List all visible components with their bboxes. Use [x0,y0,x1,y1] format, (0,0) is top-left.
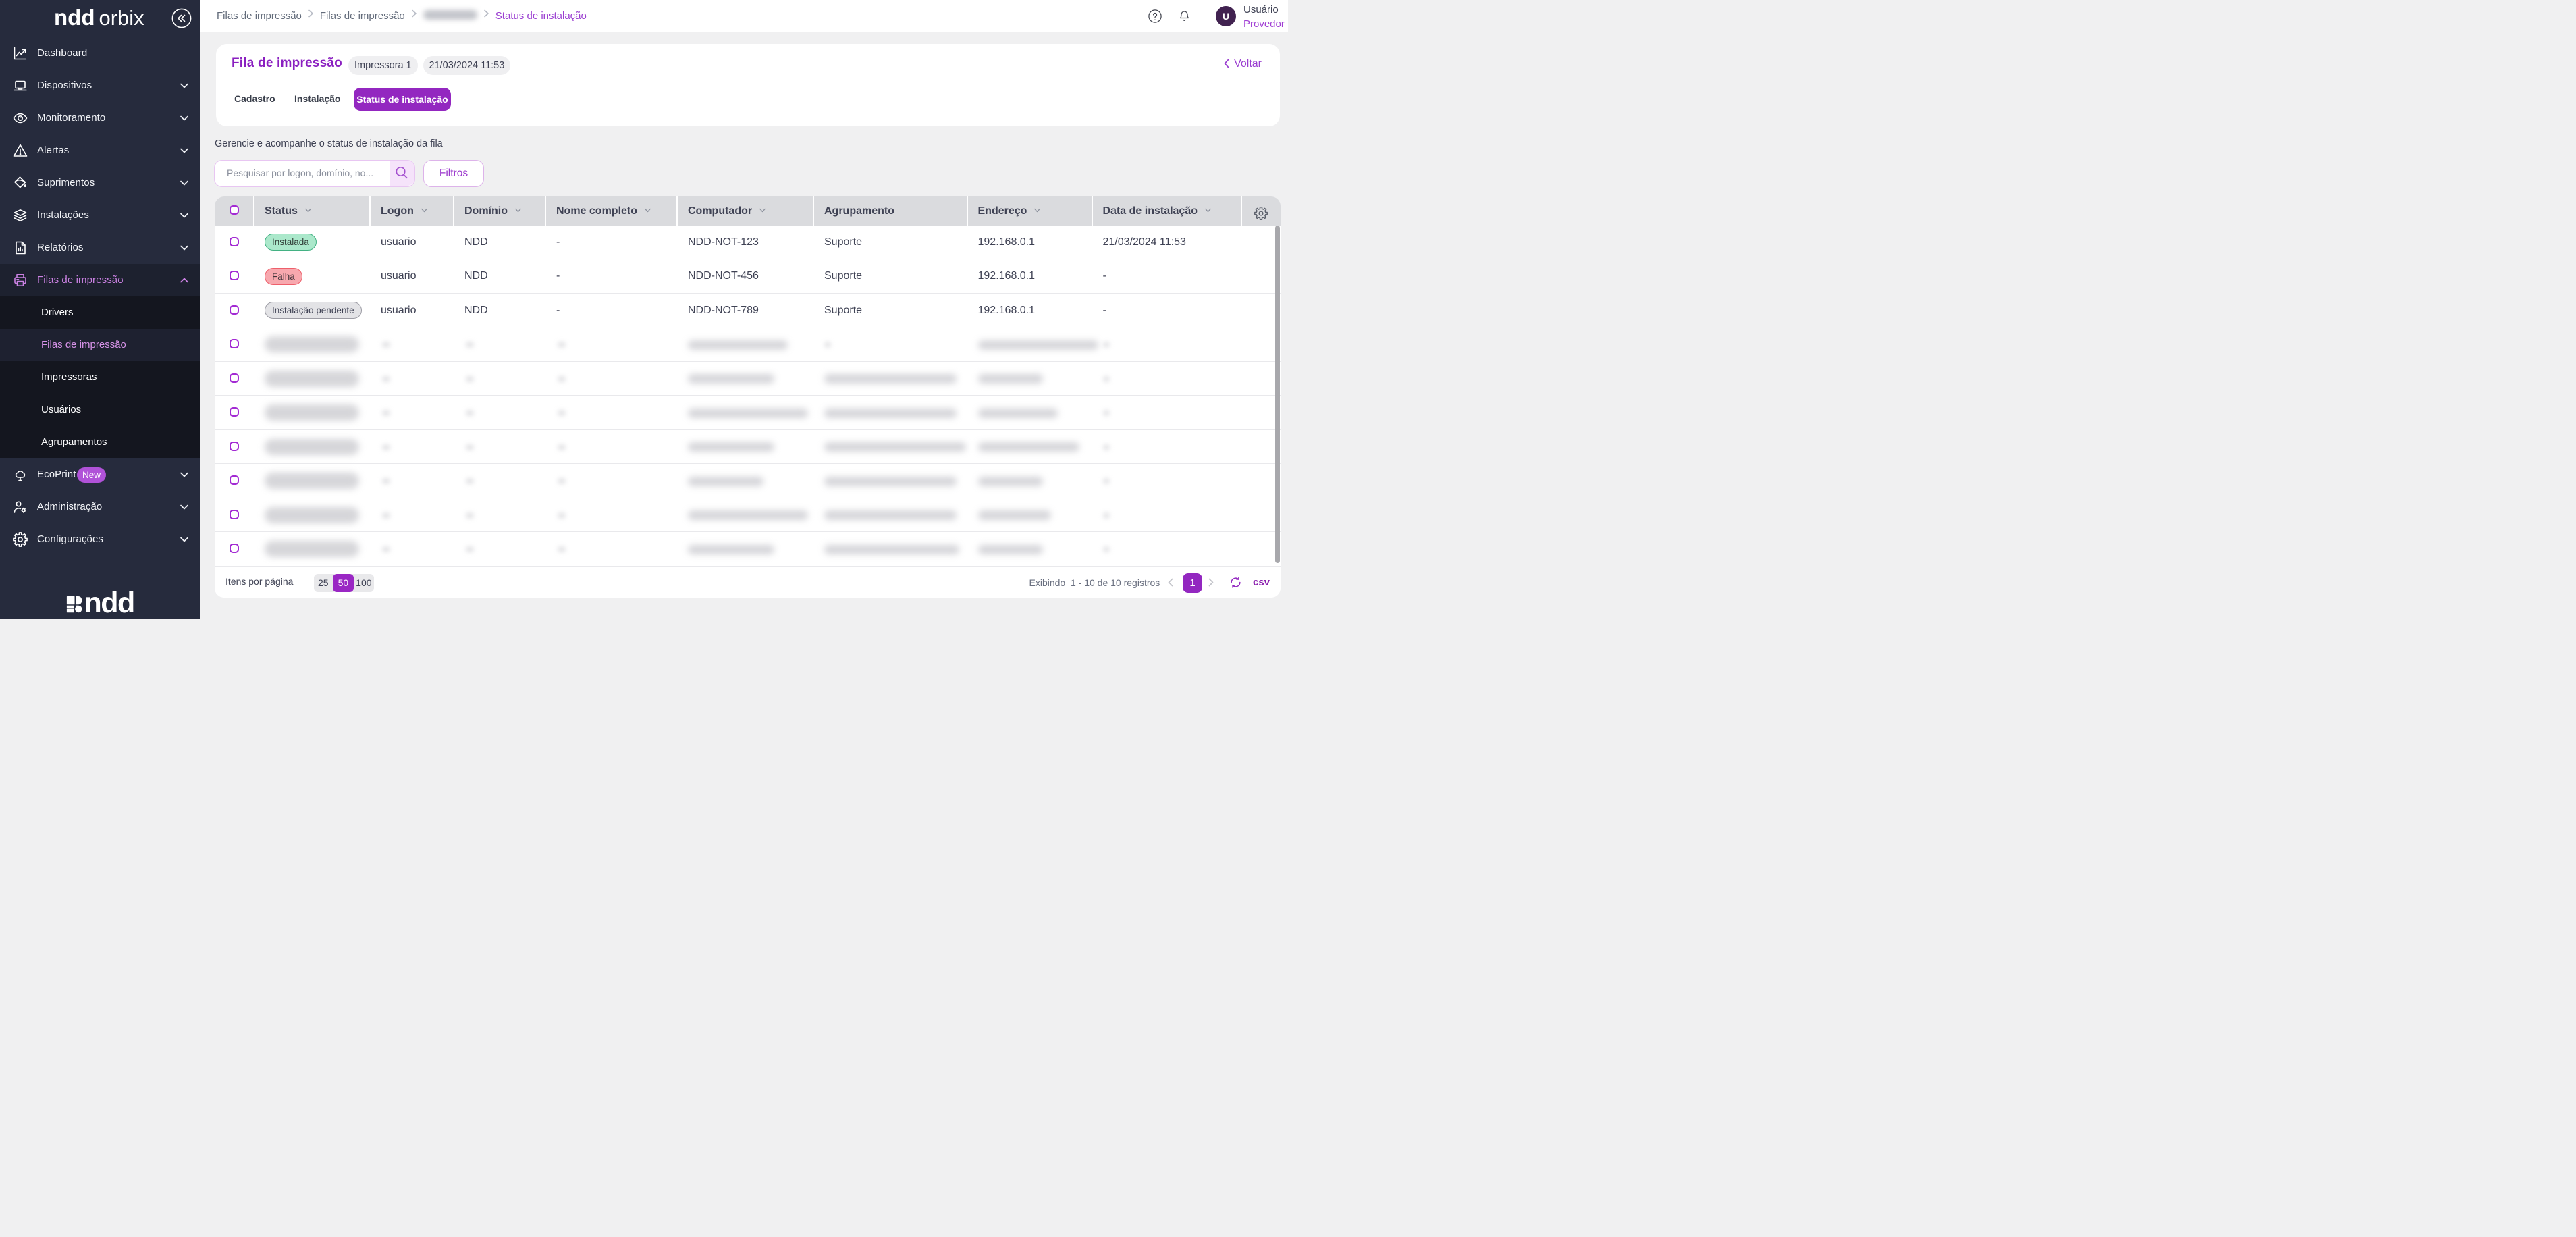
svg-text:ndd: ndd [84,587,134,618]
